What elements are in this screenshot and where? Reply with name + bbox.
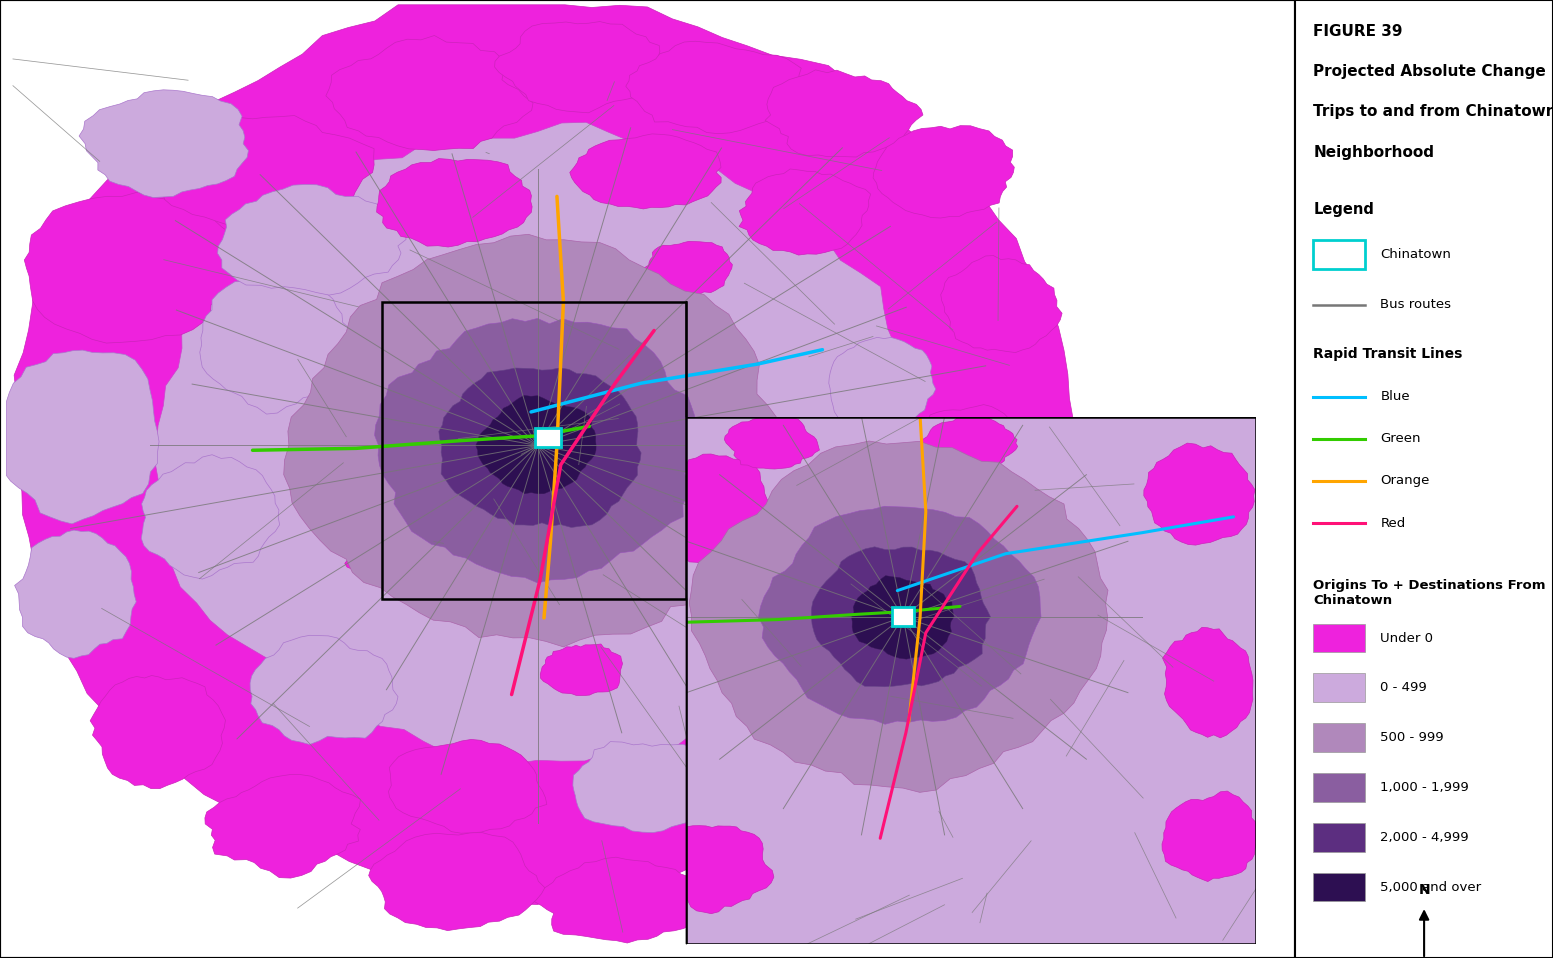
Polygon shape <box>724 417 820 469</box>
Polygon shape <box>904 404 1041 498</box>
Polygon shape <box>690 441 1107 792</box>
Text: Bus routes: Bus routes <box>1381 298 1451 311</box>
Polygon shape <box>388 740 547 833</box>
Polygon shape <box>533 857 710 943</box>
Text: Rapid Transit Lines: Rapid Transit Lines <box>1314 348 1463 361</box>
Text: Orange: Orange <box>1381 474 1430 488</box>
Text: 2,000 - 4,999: 2,000 - 4,999 <box>1381 831 1469 844</box>
Polygon shape <box>439 368 641 528</box>
Text: 5,000 and over: 5,000 and over <box>1381 880 1482 894</box>
Polygon shape <box>200 280 356 414</box>
Text: Legend: Legend <box>1314 202 1374 217</box>
Polygon shape <box>217 185 405 295</box>
Polygon shape <box>851 576 954 659</box>
Polygon shape <box>873 125 1014 218</box>
Bar <box>1314 673 1365 702</box>
Polygon shape <box>154 115 374 233</box>
Polygon shape <box>6 350 158 524</box>
Polygon shape <box>643 241 733 299</box>
Bar <box>382 302 686 599</box>
Bar <box>1314 823 1365 852</box>
Polygon shape <box>374 318 704 582</box>
Polygon shape <box>570 134 721 209</box>
Polygon shape <box>475 396 596 493</box>
Polygon shape <box>739 169 871 255</box>
Polygon shape <box>725 620 877 723</box>
Bar <box>1314 873 1365 901</box>
Polygon shape <box>1163 627 1253 738</box>
Text: 500 - 999: 500 - 999 <box>1381 731 1444 744</box>
Polygon shape <box>250 635 398 744</box>
Polygon shape <box>688 593 759 653</box>
Polygon shape <box>146 123 909 764</box>
Polygon shape <box>766 70 922 157</box>
Polygon shape <box>686 454 772 565</box>
Polygon shape <box>829 337 936 430</box>
Bar <box>1314 240 1365 269</box>
Text: Chinatown: Chinatown <box>1381 248 1451 262</box>
Polygon shape <box>368 833 545 930</box>
Bar <box>534 428 561 447</box>
Polygon shape <box>941 256 1062 353</box>
Polygon shape <box>377 159 533 247</box>
Bar <box>1314 773 1365 802</box>
Polygon shape <box>90 675 225 788</box>
Text: Green: Green <box>1381 432 1421 445</box>
Text: Origins To + Destinations From Chinatown: Origins To + Destinations From Chinatown <box>1314 579 1545 606</box>
Polygon shape <box>922 417 1017 472</box>
Polygon shape <box>205 774 360 878</box>
Polygon shape <box>780 477 907 575</box>
Polygon shape <box>811 547 991 687</box>
Polygon shape <box>79 90 248 197</box>
Text: Trips to and from Chinatown by: Trips to and from Chinatown by <box>1314 104 1553 120</box>
Polygon shape <box>345 526 430 583</box>
Text: Blue: Blue <box>1381 390 1410 403</box>
Bar <box>1314 624 1365 652</box>
Polygon shape <box>758 506 1041 724</box>
Text: 1,000 - 1,999: 1,000 - 1,999 <box>1381 781 1469 794</box>
Text: Neighborhood: Neighborhood <box>1314 145 1435 160</box>
Polygon shape <box>452 259 531 314</box>
Polygon shape <box>882 543 1034 642</box>
Text: Projected Absolute Change in: Projected Absolute Change in <box>1314 64 1553 80</box>
Polygon shape <box>25 193 255 343</box>
Text: Under 0: Under 0 <box>1381 631 1433 645</box>
Polygon shape <box>540 644 623 696</box>
Text: Red: Red <box>1381 516 1405 530</box>
Polygon shape <box>494 22 671 113</box>
Polygon shape <box>284 235 781 647</box>
Polygon shape <box>1145 444 1255 545</box>
Bar <box>891 607 915 627</box>
Bar <box>1314 723 1365 752</box>
Polygon shape <box>828 684 995 783</box>
Polygon shape <box>14 530 137 658</box>
Polygon shape <box>691 796 863 891</box>
Polygon shape <box>141 455 280 579</box>
Text: 0 - 499: 0 - 499 <box>1381 681 1427 695</box>
Polygon shape <box>686 826 773 914</box>
Polygon shape <box>573 741 728 833</box>
Polygon shape <box>626 41 801 134</box>
Polygon shape <box>325 372 405 433</box>
Text: FIGURE 39: FIGURE 39 <box>1314 24 1402 39</box>
Text: N: N <box>1418 882 1430 897</box>
Polygon shape <box>326 35 533 150</box>
Polygon shape <box>14 5 1073 904</box>
Polygon shape <box>1162 791 1256 881</box>
